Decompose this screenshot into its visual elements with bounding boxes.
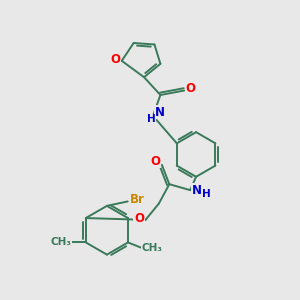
- Text: O: O: [150, 155, 160, 168]
- Text: N: N: [154, 106, 164, 119]
- Text: O: O: [134, 212, 144, 225]
- Text: CH₃: CH₃: [141, 243, 162, 254]
- Text: CH₃: CH₃: [50, 237, 71, 248]
- Text: H: H: [202, 189, 211, 199]
- Text: O: O: [111, 53, 121, 66]
- Text: N: N: [192, 184, 202, 196]
- Text: H: H: [147, 114, 156, 124]
- Text: Br: Br: [130, 194, 145, 206]
- Text: O: O: [186, 82, 196, 95]
